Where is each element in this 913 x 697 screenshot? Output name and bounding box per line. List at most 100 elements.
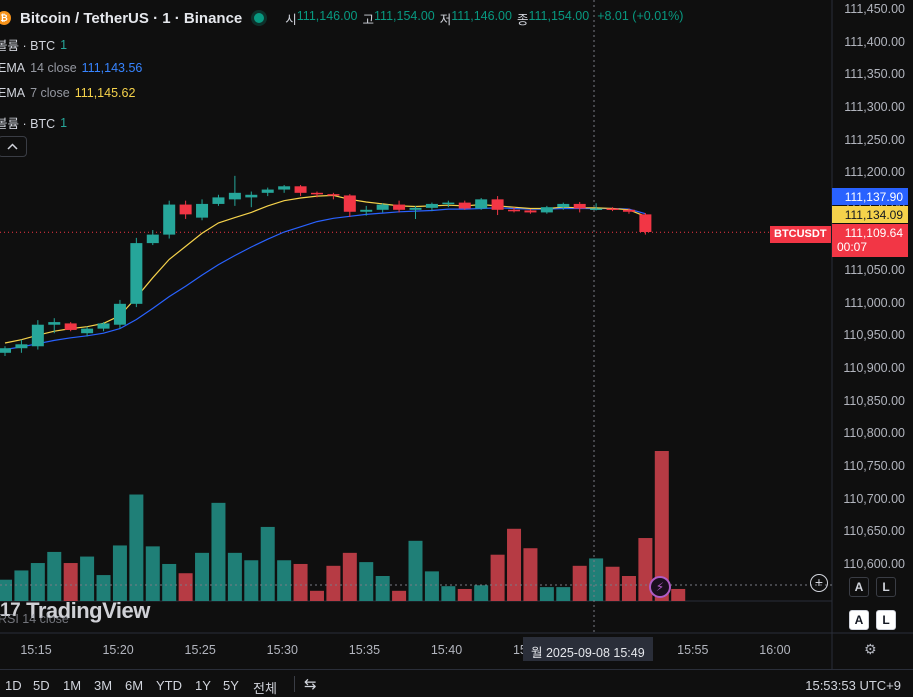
legend-ema14[interactable]: EMA 14 close 111,143.56 (0, 61, 142, 75)
close-label: 종 (516, 12, 529, 27)
candle-body (31, 324, 44, 347)
candle-body (557, 203, 570, 208)
high-label: 고 (362, 12, 375, 27)
market-status-icon[interactable] (254, 13, 265, 23)
bottom-toolbar: 1D 5D 1M 3M 6M YTD 1Y 5Y 전체 ⇆ 15:53:53 U… (0, 669, 913, 697)
bolt-icon[interactable]: ⚡ (649, 576, 671, 598)
log-scale-button[interactable]: L (876, 577, 896, 597)
price-tick-label: 111,350.00 (844, 67, 905, 82)
price-tick-label: 111,450.00 (844, 2, 905, 16)
volume-bar (293, 563, 308, 601)
low-value: 111,146.00 (451, 8, 512, 23)
volume-bar (572, 565, 587, 601)
time-tick-label: 15:20 (102, 643, 134, 657)
period-all[interactable]: 전체 (253, 681, 277, 696)
candle-body (163, 204, 176, 235)
bitcoin-icon: ₿ (0, 11, 11, 25)
volume-bar (605, 566, 620, 601)
tradingview-logo[interactable]: 17 TradingView (0, 598, 150, 624)
candle-body (573, 203, 586, 209)
open-label: 시 (285, 12, 297, 27)
volume-bar (539, 587, 554, 601)
period-5y[interactable]: 5Y (223, 678, 239, 693)
log-scale-button-2[interactable]: L (876, 610, 896, 630)
settings-icon[interactable]: ⚙ (864, 641, 877, 657)
time-tick-label: 16:00 (759, 643, 791, 657)
time-tick-label: 15:30 (266, 643, 298, 657)
candle-body (146, 234, 159, 244)
price-tick-label: 110,650.00 (843, 524, 905, 539)
volume-bar (621, 576, 636, 601)
candle-body (228, 192, 241, 200)
period-1d[interactable]: 1D (5, 678, 22, 693)
period-1y[interactable]: 1Y (195, 678, 211, 693)
price-tick-label: 111,250.00 (844, 132, 905, 147)
candle-body (458, 202, 471, 209)
candle-body (590, 208, 603, 210)
candle-body (113, 303, 126, 325)
volume-bar (375, 576, 390, 601)
legend-volume-2[interactable]: 볼륨 · BTC 1 (0, 113, 67, 132)
candle-body (97, 323, 110, 329)
candle-body (130, 243, 143, 304)
candle-body (196, 203, 209, 218)
volume-bar (408, 540, 423, 601)
volume-bar (63, 563, 78, 601)
legend-volume2-name: 볼륨 · BTC (0, 117, 56, 131)
legend-ema14-name: EMA (0, 61, 26, 75)
candle-body (425, 203, 438, 208)
period-6m[interactable]: 6M (125, 678, 144, 693)
price-tick-label: 110,850.00 (843, 393, 905, 408)
symbol-title[interactable]: Bitcoin / TetherUS · 1 · Binance (20, 9, 243, 27)
volume-bar (326, 565, 341, 601)
candle-body (376, 204, 389, 210)
volume-bar (589, 558, 604, 601)
ema7-line (4, 194, 646, 344)
time-tick-label: 15:40 (430, 643, 463, 657)
price-tick-label: 110,700.00 (843, 491, 905, 506)
legend-collapse-button[interactable] (0, 136, 27, 157)
volume-bar (309, 590, 324, 601)
volume-bar (0, 579, 12, 601)
last-price-badge: 111,109.64 00:07 (832, 224, 908, 257)
legend-volume2-value: 1 (60, 115, 68, 130)
auto-scale-button-2[interactable]: A (849, 610, 869, 630)
volume-bar (227, 552, 242, 601)
price-tick-label: 110,900.00 (843, 361, 905, 376)
auto-scale-button[interactable]: A (849, 577, 869, 597)
legend-ema14-value: 111,143.56 (81, 61, 143, 75)
volume-bar (654, 451, 669, 601)
add-indicator-icon[interactable]: + (810, 574, 828, 592)
price-tick-label: 110,950.00 (843, 328, 905, 343)
candle-body (475, 199, 488, 209)
candle-body (294, 186, 307, 193)
volume-bar (47, 551, 62, 601)
low-label: 저 (439, 12, 452, 27)
legend-ema7[interactable]: EMA 7 close 111,145.62 (0, 86, 135, 100)
volume-bar (556, 587, 571, 601)
volume-bar (474, 585, 489, 601)
volume-bar (424, 571, 439, 601)
change-value: +8.01 (+0.01%) (597, 8, 684, 23)
volume-bar (490, 554, 505, 601)
volume-bar (523, 548, 538, 601)
volume-bar (277, 560, 292, 601)
clock-timezone[interactable]: 15:53:53 UTC+9 (805, 678, 901, 693)
candle-body (622, 209, 635, 212)
price-tick-label: 111,300.00 (844, 99, 905, 114)
candle-body (540, 207, 553, 213)
candle-body (48, 322, 61, 325)
candle-body (360, 209, 373, 212)
rsi-pane-label[interactable]: RSI 14 close (0, 612, 69, 626)
period-3m[interactable]: 3M (94, 678, 113, 693)
period-5d[interactable]: 5D (33, 678, 50, 693)
volume-bar (392, 590, 407, 601)
period-1m[interactable]: 1M (63, 678, 82, 693)
legend-volume[interactable]: 볼륨 · BTC 1 (0, 35, 67, 54)
candle-body (393, 204, 406, 210)
time-tick-label: 15:15 (20, 643, 52, 657)
bar-countdown: 00:07 (837, 240, 868, 254)
replay-icon[interactable]: ⇆ (304, 676, 317, 693)
period-ytd[interactable]: YTD (156, 678, 182, 693)
